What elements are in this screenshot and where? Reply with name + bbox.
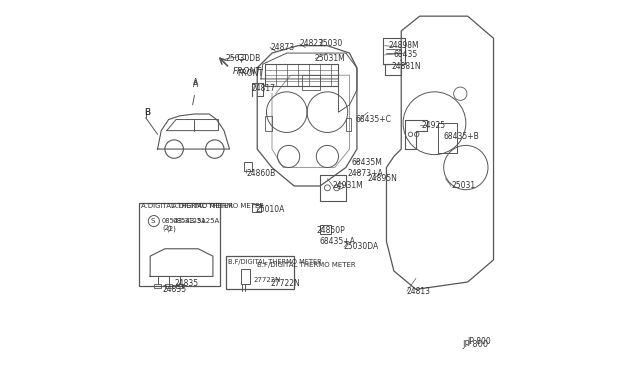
Bar — [346, 118, 351, 131]
Bar — [264, 116, 272, 131]
Text: 27722N: 27722N — [270, 279, 300, 288]
Text: 24898M: 24898M — [388, 41, 419, 50]
Bar — [320, 225, 331, 234]
Bar — [241, 269, 250, 284]
Bar — [244, 162, 252, 171]
Text: 25031: 25031 — [451, 182, 475, 190]
Text: 24835: 24835 — [162, 285, 186, 294]
Text: 24813: 24813 — [407, 287, 431, 296]
Text: 25010A: 25010A — [255, 205, 285, 215]
Text: 24873+A: 24873+A — [348, 169, 383, 177]
Text: 25030DA: 25030DA — [344, 243, 380, 251]
Text: A.DIGITAL THERMO METER: A.DIGITAL THERMO METER — [172, 203, 264, 209]
Text: 24817: 24817 — [252, 84, 276, 93]
Bar — [252, 205, 261, 212]
Text: A.DIGITAL THERMO METER: A.DIGITAL THERMO METER — [141, 203, 233, 209]
Text: 25030: 25030 — [318, 39, 342, 48]
Text: B: B — [145, 108, 150, 117]
Text: 68435: 68435 — [394, 51, 418, 60]
Bar — [165, 284, 172, 288]
Text: JP·800: JP·800 — [462, 340, 488, 349]
Text: (2): (2) — [167, 225, 177, 232]
Text: 68435+A: 68435+A — [320, 237, 356, 246]
Text: 68435+B: 68435+B — [444, 132, 479, 141]
Text: 68435M: 68435M — [351, 157, 382, 167]
Text: 24895N: 24895N — [368, 174, 398, 183]
Text: 24925: 24925 — [422, 121, 445, 129]
Text: FRONT: FRONT — [233, 67, 262, 76]
Text: A: A — [193, 78, 198, 87]
Bar — [154, 284, 161, 288]
Bar — [176, 284, 184, 288]
Text: 08543-3125A: 08543-3125A — [162, 218, 207, 224]
Bar — [238, 54, 244, 59]
Text: S: S — [150, 218, 155, 224]
Text: 68435+C: 68435+C — [355, 115, 391, 124]
Bar — [139, 203, 220, 286]
Text: 24835: 24835 — [174, 279, 198, 288]
Text: JP 800: JP 800 — [468, 337, 492, 346]
Text: 24823: 24823 — [300, 39, 324, 48]
Text: 24850P: 24850P — [316, 226, 345, 235]
Text: B.F/DIGITAL THERMO METER: B.F/DIGITAL THERMO METER — [257, 262, 356, 268]
Bar — [226, 256, 294, 289]
Text: A: A — [193, 80, 198, 89]
Text: 24873: 24873 — [270, 43, 294, 52]
Text: 24881N: 24881N — [392, 61, 422, 71]
Bar — [301, 75, 320, 90]
Text: B: B — [145, 108, 151, 117]
Text: 24860B: 24860B — [246, 169, 275, 177]
Text: 25030DB: 25030DB — [226, 54, 261, 63]
Text: 24931M: 24931M — [333, 182, 364, 190]
Text: 27722N: 27722N — [253, 277, 281, 283]
Text: B.F/DIGITAL THERMO METER: B.F/DIGITAL THERMO METER — [228, 259, 321, 265]
Text: 08543-3125A: 08543-3125A — [172, 218, 220, 224]
Text: (2): (2) — [162, 224, 172, 231]
Text: FRONT: FRONT — [237, 69, 263, 78]
Text: 25031M: 25031M — [314, 54, 345, 63]
